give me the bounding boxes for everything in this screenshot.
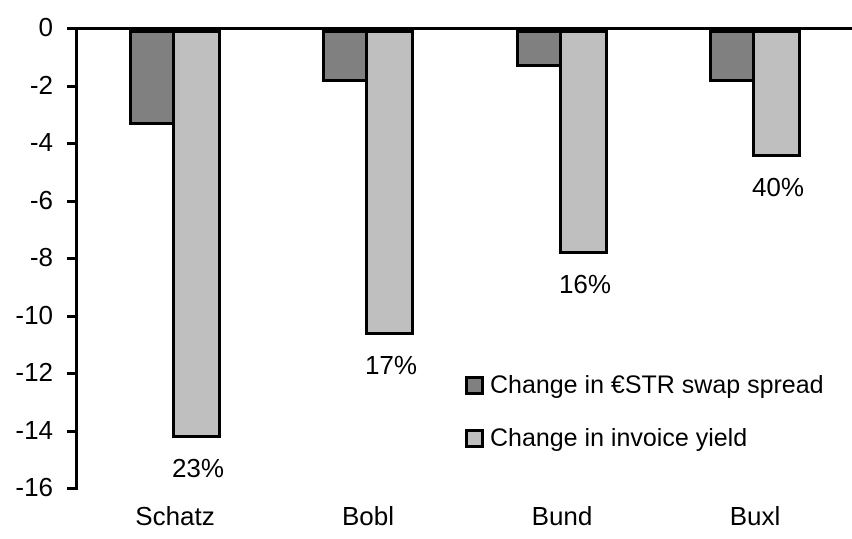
- legend-item-change-in-invoice-yield: Change in invoice yield: [465, 425, 824, 451]
- bar-bobl-change-in-invoice-yield: [365, 30, 414, 335]
- y-tick-label--6: -6: [29, 185, 53, 215]
- x-category-label-schatz: Schatz: [135, 501, 215, 531]
- legend-swatch-icon: [465, 375, 484, 395]
- bar-schatz-change-in-invoice-yield: [172, 30, 221, 438]
- legend-label: Change in €STR swap spread: [490, 371, 824, 399]
- y-tick-mark--8: [67, 257, 75, 260]
- y-tick-mark--10: [67, 315, 75, 318]
- bar-value-label-schatz: 23%: [171, 453, 225, 483]
- x-category-label-buxl: Buxl: [729, 501, 781, 531]
- bar-value-label-buxl: 40%: [751, 172, 805, 202]
- y-tick-mark--14: [67, 430, 75, 433]
- legend-swatch-icon: [465, 428, 484, 448]
- y-tick-mark--4: [67, 142, 75, 145]
- y-tick-label--12: -12: [15, 357, 53, 387]
- plot-area: 0 -2 -4 -6 -8 -10 -12 -14 -16 23% 17% 16% 40%: [15, 14, 852, 500]
- legend-label: Change in invoice yield: [490, 424, 748, 452]
- y-tick-label--14: -14: [15, 415, 53, 445]
- y-tick-mark--12: [67, 372, 75, 375]
- bar-value-label-bobl: 17%: [364, 350, 418, 380]
- y-tick-label-0: 0: [38, 12, 53, 42]
- bar-buxl-change-in-str-swap-spread: [709, 30, 755, 82]
- bar-bobl-change-in-str-swap-spread: [322, 30, 368, 82]
- y-tick-mark-0: [67, 27, 75, 30]
- y-tick-label--10: -10: [15, 300, 53, 330]
- y-tick-mark--16: [67, 487, 75, 490]
- y-tick-mark--6: [67, 200, 75, 203]
- y-tick-mark--2: [67, 85, 75, 88]
- y-tick-label--8: -8: [29, 242, 53, 272]
- legend: Change in €STR swap spread Change in invo…: [465, 372, 824, 478]
- y-tick-label--4: -4: [29, 127, 53, 157]
- bar-buxl-change-in-invoice-yield: [752, 30, 801, 157]
- legend-item-change-in-str-swap-spread: Change in €STR swap spread: [465, 372, 824, 398]
- bar-bund-change-in-str-swap-spread: [516, 30, 562, 67]
- bar-bund-change-in-invoice-yield: [559, 30, 608, 254]
- y-tick-label--16: -16: [15, 472, 53, 502]
- x-category-label-bund: Bund: [531, 501, 593, 531]
- y-tick-label--2: -2: [29, 70, 53, 100]
- bar-schatz-change-in-str-swap-spread: [129, 30, 175, 125]
- x-category-label-bobl: Bobl: [341, 501, 395, 531]
- bar-value-label-bund: 16%: [558, 269, 612, 299]
